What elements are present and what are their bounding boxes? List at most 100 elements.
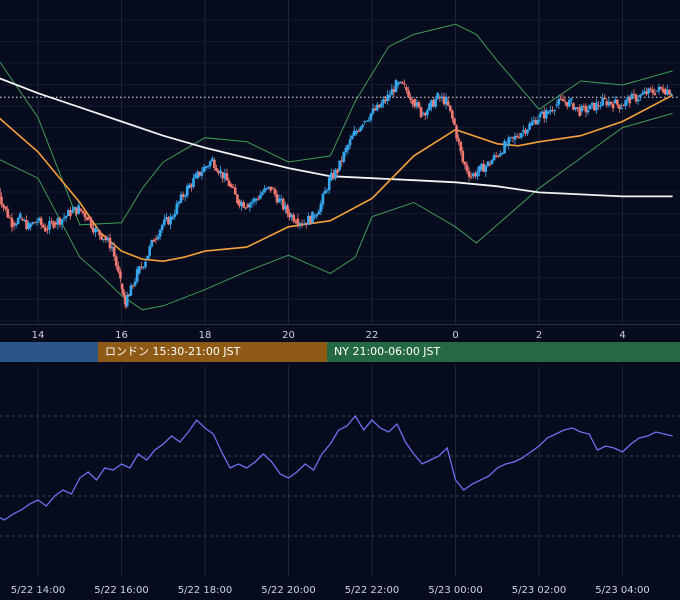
candle-body [496, 155, 500, 157]
candle-body [196, 171, 199, 179]
candle-body [557, 98, 561, 105]
candle-body [542, 111, 546, 119]
candle-body [169, 216, 172, 225]
candle [394, 78, 398, 93]
candle-body [613, 99, 617, 104]
candle [446, 96, 450, 107]
candle [501, 152, 504, 155]
candle-body [73, 207, 76, 210]
candle-body [565, 102, 569, 107]
candle [39, 215, 43, 230]
candle [16, 216, 20, 225]
candle [21, 217, 24, 222]
candle-body [173, 214, 177, 217]
candle [538, 111, 542, 123]
candle-body [250, 201, 254, 204]
candle-body [79, 208, 83, 211]
candle-body [29, 224, 32, 227]
candle-body [400, 81, 404, 84]
candle [33, 221, 37, 224]
candle [137, 265, 141, 276]
candle [467, 167, 471, 182]
candle-body [286, 205, 289, 214]
candle-body [69, 210, 72, 217]
candle-body [185, 185, 189, 196]
candle [545, 108, 548, 123]
candle-body [56, 218, 60, 225]
candle [64, 215, 68, 222]
candle [463, 161, 467, 170]
candle-body [281, 198, 285, 210]
candle [244, 206, 248, 210]
candle-body [6, 209, 10, 218]
candle [540, 109, 544, 115]
candle [183, 193, 187, 202]
candle [511, 136, 515, 143]
oscillator-chart[interactable]: 5/22 14:00 5/22 16:00 5/22 18:00 5/22 20:00… [0, 366, 680, 600]
candle [44, 223, 47, 233]
candle [419, 106, 423, 119]
candle [380, 100, 383, 109]
candle [269, 186, 273, 193]
candle-body [634, 94, 638, 102]
candle-body [123, 296, 127, 305]
candle [659, 86, 663, 91]
candle-body [570, 98, 573, 101]
candle-body [593, 102, 596, 111]
candle [263, 185, 266, 194]
candle [85, 216, 89, 221]
candle [536, 116, 540, 125]
candle-body [14, 223, 18, 226]
candle [69, 206, 72, 220]
candle-body [403, 83, 406, 85]
candle-body [265, 188, 268, 190]
candle-body [632, 93, 636, 95]
candle [79, 208, 83, 213]
candle [81, 210, 85, 215]
candle-body [661, 88, 665, 93]
candle-body [666, 89, 669, 95]
candle-body [277, 198, 281, 203]
oscillator-x-tick: 5/23 04:00 [595, 585, 649, 596]
candle [532, 115, 536, 126]
candle [453, 117, 456, 126]
candle-body [231, 187, 235, 189]
candle [171, 215, 174, 221]
candle-body [208, 161, 212, 166]
candle [206, 164, 210, 170]
candle-body [494, 155, 498, 157]
candle [367, 116, 371, 123]
candle [478, 165, 481, 177]
candle [221, 172, 225, 183]
candle [240, 199, 243, 211]
candle [294, 218, 298, 225]
session-label-ny: NY 21:00-06:00 JST [334, 345, 441, 358]
oscillator-x-axis: 5/22 14:00 5/22 16:00 5/22 18:00 5/22 20:00… [11, 585, 650, 596]
oscillator-x-tick: 5/23 02:00 [512, 585, 566, 596]
candle-body [490, 160, 494, 165]
candle [486, 160, 490, 168]
candle-body [334, 169, 337, 179]
candle [56, 216, 60, 230]
candle-body [267, 186, 270, 189]
candle [645, 87, 648, 96]
candle-body [135, 269, 139, 282]
candle-body [10, 218, 14, 228]
candle-body [384, 99, 387, 102]
candle [494, 151, 498, 159]
candle-body [576, 107, 579, 109]
candle-body [574, 107, 577, 110]
candle [71, 205, 74, 214]
candle-body [87, 216, 91, 219]
candle-body [246, 204, 250, 208]
candle [83, 211, 87, 222]
candle [152, 237, 156, 242]
candle [277, 194, 281, 203]
candle-body [179, 194, 183, 203]
candle-body [624, 100, 627, 106]
candle [8, 214, 12, 219]
candle-body [92, 227, 95, 233]
candle [507, 135, 511, 150]
price-chart[interactable]: 14 16 18 20 22 0 2 4 [0, 0, 680, 342]
candle-body [142, 266, 145, 268]
